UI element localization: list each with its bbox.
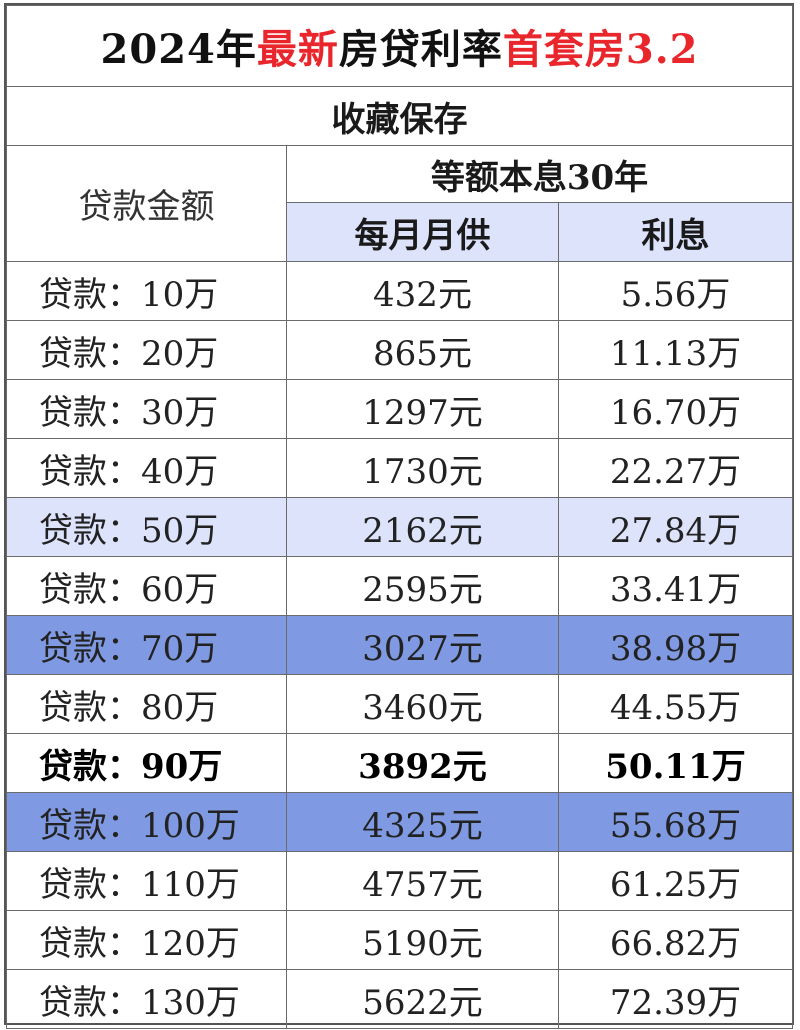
monthly-payment-cell: 432元 — [286, 261, 559, 321]
header-row-bottom: 每月月供 利息 — [7, 202, 793, 262]
table-row: 贷款：110万 4757元 61.25万 — [6, 851, 793, 911]
monthly-payment-cell: 5622元 — [286, 969, 559, 1029]
monthly-payment-cell: 1730元 — [286, 438, 559, 498]
loan-amount-cell: 贷款：80万 — [6, 674, 287, 734]
page-title: 2024年最新房贷利率首套房3.2 — [6, 5, 793, 87]
monthly-payment-cell: 4757元 — [286, 851, 559, 911]
table-row: 贷款：90万 3892元 50.11万 — [6, 733, 793, 793]
title-latest: 最新 — [256, 26, 339, 73]
loan-amount-cell: 贷款：60万 — [6, 556, 287, 616]
interest-cell: 61.25万 — [558, 851, 793, 911]
monthly-payment-cell: 1297元 — [286, 379, 559, 439]
monthly-payment-cell: 3027元 — [286, 615, 559, 675]
interest-cell: 27.84万 — [558, 497, 793, 557]
table-row: 贷款：80万 3460元 44.55万 — [6, 674, 793, 734]
header-interest: 利息 — [558, 202, 793, 262]
monthly-payment-cell: 2595元 — [286, 556, 559, 616]
loan-amount-cell: 贷款：100万 — [6, 792, 287, 852]
monthly-payment-cell: 865元 — [286, 320, 559, 380]
loan-rate-table: 2024年最新房贷利率首套房3.2 收藏保存 贷款金额 等额本息30年 每月月供… — [6, 5, 793, 1029]
header-monthly: 每月月供 — [286, 202, 559, 262]
table-row: 贷款：20万 865元 11.13万 — [6, 320, 793, 380]
interest-cell: 66.82万 — [558, 910, 793, 970]
loan-amount-cell: 贷款：10万 — [6, 261, 287, 321]
loan-amount-cell: 贷款：40万 — [6, 438, 287, 498]
loan-amount-cell: 贷款：50万 — [6, 497, 287, 557]
title-first-home: 首套房3.2 — [502, 26, 699, 73]
table-row: 贷款：50万 2162元 27.84万 — [6, 497, 793, 557]
interest-cell: 55.68万 — [558, 792, 793, 852]
header-method: 等额本息30年 — [286, 145, 793, 203]
interest-cell: 22.27万 — [558, 438, 793, 498]
interest-cell: 50.11万 — [558, 733, 793, 793]
table-row: 贷款：120万 5190元 66.82万 — [6, 910, 793, 970]
loan-rate-table-sheet: 2024年最新房贷利率首套房3.2 收藏保存 贷款金额 等额本息30年 每月月供… — [4, 3, 794, 1029]
monthly-payment-cell: 2162元 — [286, 497, 559, 557]
loan-amount-cell: 贷款：90万 — [6, 733, 287, 793]
table-row: 贷款：60万 2595元 33.41万 — [6, 556, 793, 616]
title-row: 2024年最新房贷利率首套房3.2 — [6, 5, 793, 87]
title-year: 2024年 — [100, 26, 257, 73]
monthly-payment-cell: 5190元 — [286, 910, 559, 970]
title-rate: 房贷利率 — [338, 26, 503, 73]
monthly-payment-cell: 3460元 — [286, 674, 559, 734]
table-row: 贷款：100万 4325元 55.68万 — [6, 792, 793, 852]
table-row: 贷款：10万 432元 5.56万 — [6, 261, 793, 321]
monthly-payment-cell: 3892元 — [286, 733, 559, 793]
loan-amount-cell: 贷款：70万 — [6, 615, 287, 675]
header-loan-amount: 贷款金额 — [6, 145, 287, 262]
subtitle-row: 收藏保存 — [6, 86, 793, 146]
interest-cell: 38.98万 — [558, 615, 793, 675]
interest-cell: 44.55万 — [558, 674, 793, 734]
interest-cell: 72.39万 — [558, 969, 793, 1029]
loan-amount-cell: 贷款：120万 — [6, 910, 287, 970]
subtitle: 收藏保存 — [6, 86, 793, 146]
table-row: 贷款：130万 5622元 72.39万 — [6, 969, 793, 1029]
monthly-payment-cell: 4325元 — [286, 792, 559, 852]
interest-cell: 11.13万 — [558, 320, 793, 380]
table-row: 贷款：40万 1730元 22.27万 — [6, 438, 793, 498]
interest-cell: 5.56万 — [558, 261, 793, 321]
table-row: 贷款：30万 1297元 16.70万 — [6, 379, 793, 439]
loan-amount-cell: 贷款：110万 — [6, 851, 287, 911]
table-row: 贷款：70万 3027元 38.98万 — [6, 615, 793, 675]
interest-cell: 16.70万 — [558, 379, 793, 439]
header-row-top: 贷款金额 等额本息30年 — [6, 145, 793, 262]
loan-amount-cell: 贷款：130万 — [6, 969, 287, 1029]
interest-cell: 33.41万 — [558, 556, 793, 616]
loan-amount-cell: 贷款：30万 — [6, 379, 287, 439]
loan-amount-cell: 贷款：20万 — [6, 320, 287, 380]
